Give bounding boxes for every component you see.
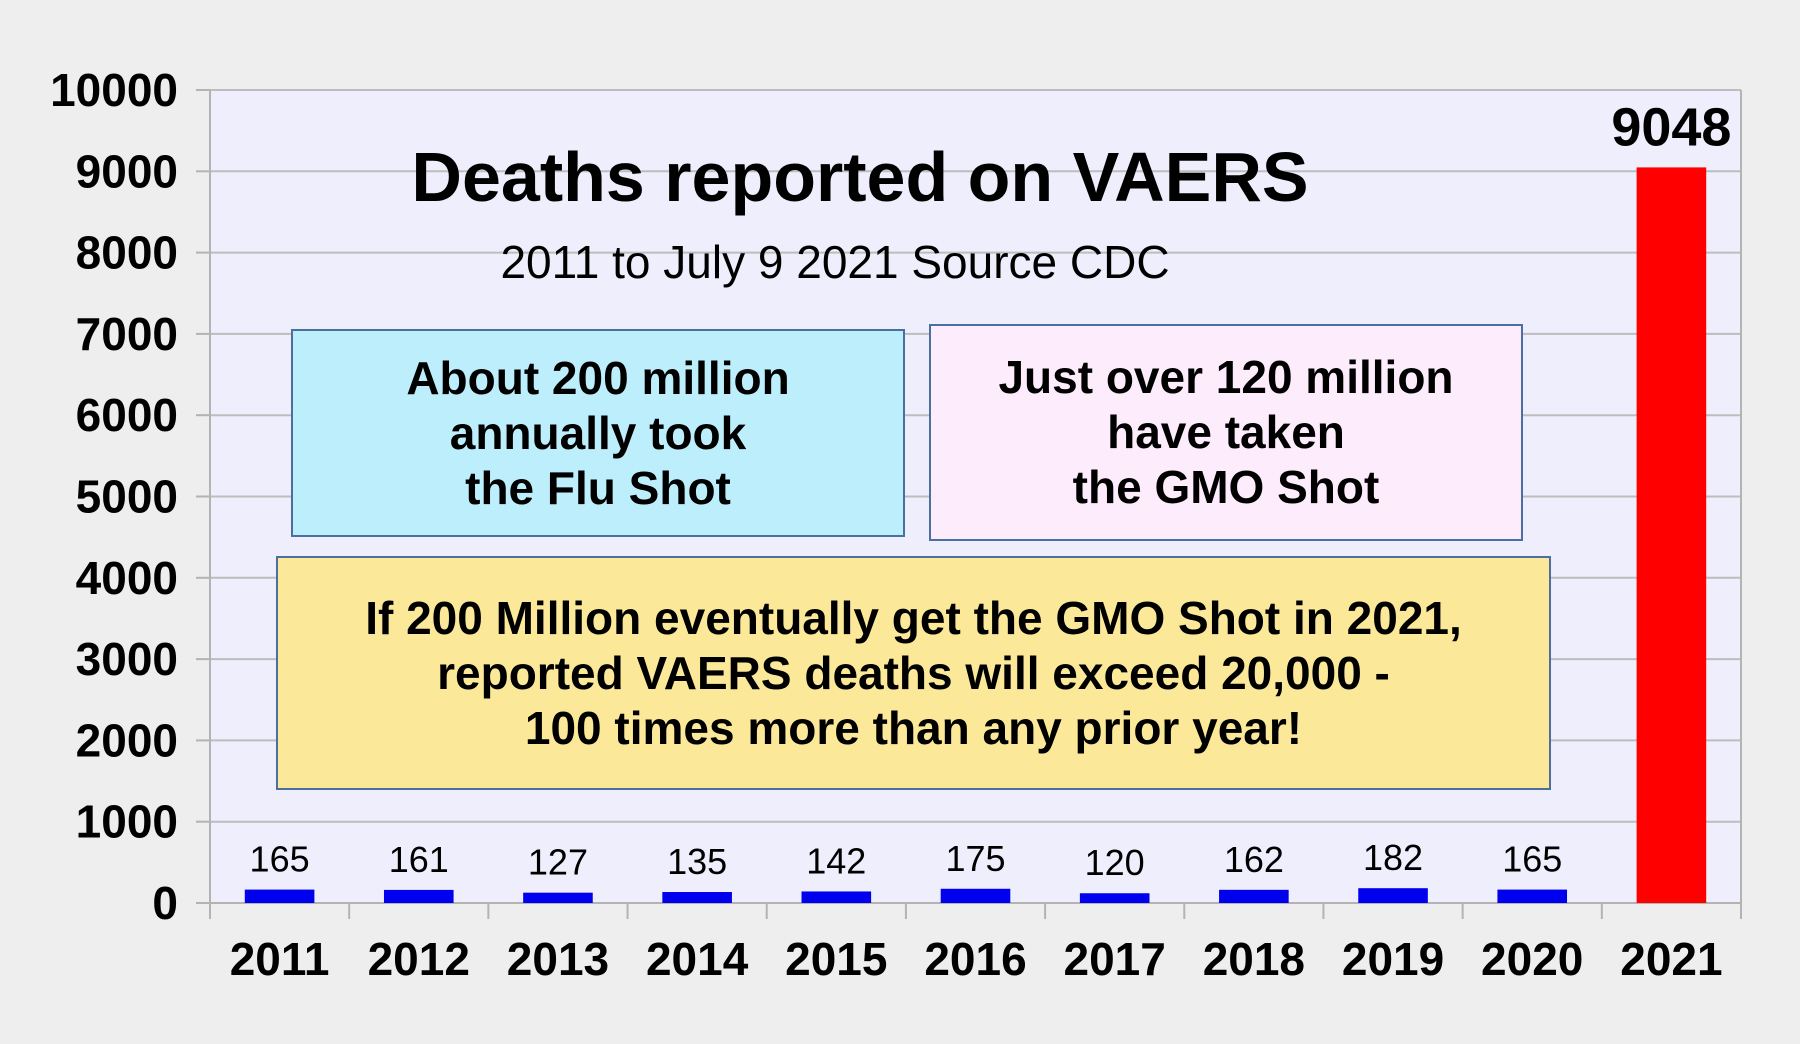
x-tick-label: 2018 [1203, 933, 1305, 985]
y-tick-label: 5000 [76, 471, 178, 523]
y-tick-label: 10000 [50, 64, 178, 116]
bars [244, 167, 1707, 904]
x-tick-label: 2021 [1620, 933, 1722, 985]
bar-2020 [1497, 889, 1568, 903]
projection-line-1: If 200 Million eventually get the GMO Sh… [365, 591, 1462, 644]
gmo-shot-annotation: Just over 120 million have taken the GMO… [929, 324, 1523, 541]
chart-title: Deaths reported on VAERS [411, 138, 1308, 216]
bar-2011 [244, 889, 315, 903]
bar-2016 [940, 888, 1011, 903]
gmo-line-2: have taken [1107, 406, 1345, 458]
data-label-2019: 182 [1363, 837, 1423, 878]
bar-2013 [523, 892, 593, 903]
bar-2014 [662, 892, 732, 903]
bar-2017 [1079, 893, 1150, 903]
data-label-2012: 161 [389, 839, 449, 880]
x-tick-label: 2011 [230, 933, 330, 985]
x-tick-label: 2015 [785, 933, 887, 985]
y-tick-label: 9000 [76, 145, 178, 197]
flu-line-2: annually took [449, 406, 747, 459]
x-tick-label: 2012 [368, 933, 470, 985]
flu-line-1: About 200 million [406, 351, 790, 404]
data-label-2013: 127 [528, 842, 588, 883]
gmo-line-3: the GMO Shot [1072, 461, 1380, 513]
data-label-2020: 165 [1502, 839, 1562, 880]
y-tick-label: 7000 [76, 308, 178, 360]
projection-line-3: 100 times more than any prior year! [524, 701, 1303, 754]
x-tick-label: 2013 [507, 933, 609, 985]
y-tick-label: 1000 [76, 796, 178, 848]
data-label-2017: 120 [1085, 842, 1145, 883]
y-tick-labels: 0 1000 2000 3000 4000 5000 6000 7000 8000 9000 100… [50, 64, 178, 929]
bar-2018 [1219, 889, 1289, 903]
y-tick-label: 8000 [76, 227, 178, 279]
flu-shot-annotation: About 200 million annually took the Flu … [291, 329, 905, 537]
y-tick-label: 6000 [76, 389, 178, 441]
data-labels: 165 161 127 135 142 175 120 162 182 165 9048 [250, 97, 1732, 883]
y-tick-label: 3000 [76, 633, 178, 685]
data-label-2014: 135 [667, 841, 727, 882]
flu-line-3: the Flu Shot [465, 461, 731, 514]
gmo-line-1: Just over 120 million [998, 351, 1454, 403]
bar-2015 [801, 891, 872, 903]
data-label-2015: 142 [806, 840, 866, 881]
y-tick-label: 2000 [76, 714, 178, 766]
y-tick-label: 0 [152, 877, 178, 929]
x-tick-label: 2019 [1342, 933, 1444, 985]
x-tick-labels: 2011 2012 2013 2014 2015 2016 2017 2018 2019 2020… [230, 933, 1723, 985]
y-tick-label: 4000 [76, 552, 178, 604]
data-label-2018: 162 [1224, 839, 1284, 880]
x-tick-label: 2016 [924, 933, 1026, 985]
bar-2012 [383, 889, 454, 903]
x-tick-label: 2014 [646, 933, 749, 985]
data-label-2011: 165 [250, 839, 310, 880]
data-label-2016: 175 [945, 838, 1005, 879]
projection-line-2: reported VAERS deaths will exceed 20,000… [437, 646, 1390, 699]
bar-2021 [1636, 167, 1707, 904]
projection-annotation: If 200 Million eventually get the GMO Sh… [276, 556, 1551, 790]
data-label-2021: 9048 [1611, 97, 1731, 157]
x-tick-label: 2017 [1064, 933, 1166, 985]
chart-subtitle: 2011 to July 9 2021 Source CDC [500, 236, 1169, 288]
x-tick-label: 2020 [1481, 933, 1583, 985]
bar-2019 [1358, 888, 1428, 903]
